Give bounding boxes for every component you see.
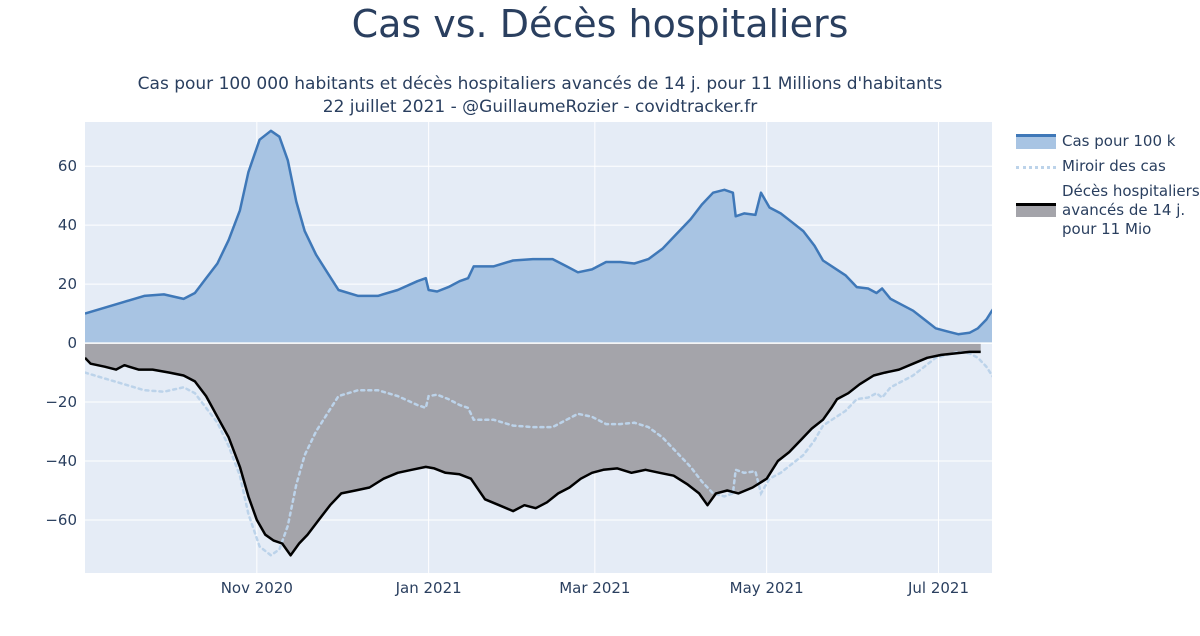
y-tick-label-4: −20 [45, 393, 77, 411]
deaths-area [85, 343, 981, 556]
legend-label-deaths-line-2: avancés de 14 j. [1062, 201, 1186, 219]
chart-title: Cas vs. Décès hospitaliers [351, 2, 849, 46]
cases-area [85, 130, 992, 344]
chart-subtitle-line-2: 22 juillet 2021 - @GuillaumeRozier - cov… [322, 97, 758, 117]
x-tick-label-1: Jan 2021 [395, 579, 462, 597]
y-tick-labels: 60 40 20 0 −20 −40 −60 [45, 157, 77, 529]
deaths-line [85, 350, 981, 557]
y-tick-label-0: 60 [58, 157, 77, 175]
x-tick-label-4: Jul 2021 [907, 579, 969, 597]
legend-swatch-deaths [1016, 203, 1056, 217]
chart-subtitle-line-1: Cas pour 100 000 habitants et décès hosp… [137, 74, 943, 94]
y-tick-label-2: 20 [58, 275, 77, 293]
legend-label-deaths-line-3: pour 11 Mio [1062, 220, 1152, 238]
legend-item-mirror[interactable]: Miroir des cas [1016, 157, 1200, 176]
y-tick-label-1: 40 [58, 216, 77, 234]
x-tick-label-0: Nov 2020 [221, 579, 293, 597]
y-tick-label-3: 0 [67, 334, 77, 352]
legend-item-cases[interactable]: Cas pour 100 k [1016, 132, 1200, 151]
cases-line [85, 129, 992, 336]
y-tick-label-6: −60 [45, 511, 77, 529]
legend-swatch-mirror [1016, 166, 1056, 171]
legend-swatch-cases [1016, 134, 1056, 149]
legend: Cas pour 100 k Miroir des cas Décès hosp… [1016, 132, 1200, 245]
y-tick-label-5: −40 [45, 452, 77, 470]
legend-label-deaths-line-1: Décès hospitaliers [1062, 182, 1200, 200]
x-tick-label-2: Mar 2021 [559, 579, 630, 597]
x-tick-labels: Nov 2020 Jan 2021 Mar 2021 May 2021 Jul 2021 [221, 579, 969, 597]
legend-label-cases: Cas pour 100 k [1062, 132, 1176, 150]
mirror-line [85, 350, 992, 557]
legend-label-mirror: Miroir des cas [1062, 157, 1166, 175]
legend-item-deaths[interactable]: Décès hospitaliers avancés de 14 j. pour… [1016, 182, 1200, 239]
x-tick-label-3: May 2021 [730, 579, 804, 597]
series-group [85, 129, 992, 557]
